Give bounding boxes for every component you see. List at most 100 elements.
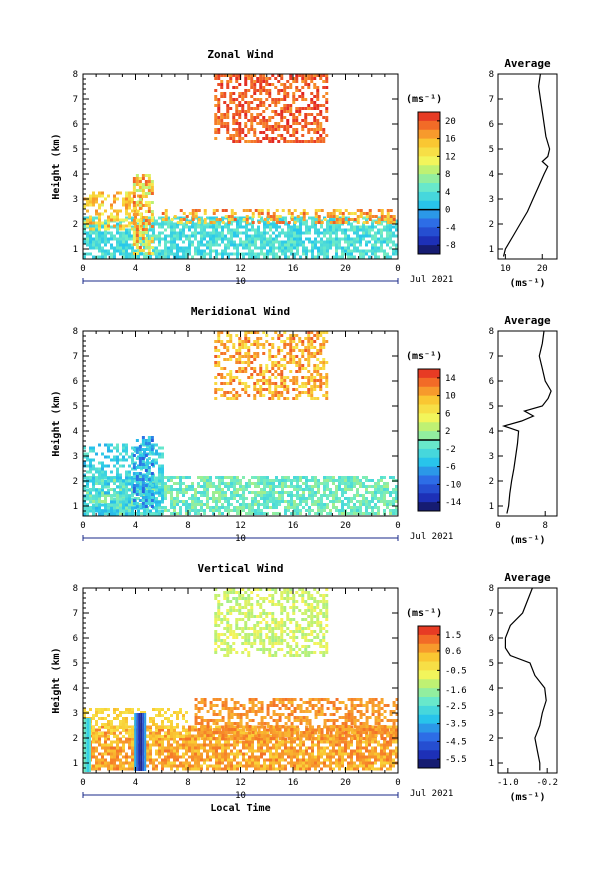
panel2-heatmap-cell — [151, 472, 154, 475]
panel1-heatmap-cell — [239, 223, 242, 226]
panel1-heatmap-cell — [136, 234, 139, 237]
panel2-heatmap-cell — [332, 500, 335, 503]
panel1-heatmap-cell — [125, 256, 128, 259]
panel1-heatmap-cell — [136, 177, 139, 180]
panel1-heatmap-cell — [142, 231, 145, 234]
panel1-heatmap-cell — [149, 256, 152, 259]
panel2-heatmap-cell — [122, 492, 125, 495]
panel2-heatmap-cell — [218, 485, 221, 488]
panel1-heatmap-cell — [283, 140, 286, 143]
panel2-heatmap-cell — [371, 485, 374, 488]
panel3-heatmap-cell — [251, 762, 254, 765]
panel2-heatmap-cell — [182, 494, 185, 497]
panel1-heatmap-cell — [110, 204, 113, 207]
panel3-heatmap-cell — [146, 765, 149, 768]
panel2-heatmap-cell — [110, 510, 113, 513]
panel2-colorbar-segment — [418, 396, 440, 405]
panel2-heatmap-cell — [206, 503, 209, 506]
panel1-heatmap-cell — [139, 177, 142, 180]
panel1-heatmap-cell — [368, 241, 371, 244]
panel1-heatmap-cell — [245, 241, 248, 244]
panel1-heatmap-cell — [257, 229, 260, 232]
panel3-heatmap-cell — [164, 765, 167, 768]
panel2-heatmap-cell — [148, 490, 151, 493]
panel1-heatmap-cell — [217, 83, 220, 86]
panel1-heatmap-cell — [133, 189, 136, 192]
panel3-heatmap-cell — [116, 753, 119, 756]
panel1-heatmap-cell — [266, 238, 269, 241]
panel3-heatmap-cell — [203, 762, 206, 765]
panel2-heatmap-cell — [247, 358, 250, 361]
panel1-heatmap-cell — [209, 250, 212, 253]
panel1-heatmap-cell — [86, 225, 89, 228]
panel3-heatmap-cell — [104, 741, 107, 744]
panel2-heatmap-cell — [182, 503, 185, 506]
panel2-heatmap-cell — [139, 448, 142, 451]
panel2-heatmap-cell — [259, 388, 262, 391]
panel2-heatmap-cell — [161, 456, 164, 459]
panel2-heatmap-cell — [125, 444, 128, 447]
panel1-heatmap-cell — [194, 232, 197, 235]
panel1-heatmap-cell — [142, 186, 145, 189]
panel1-heatmap-cell — [238, 116, 241, 119]
panel3-heatmap-cell — [245, 762, 248, 765]
panel1-heatmap-cell — [128, 201, 131, 204]
panel2-heatmap-cell — [161, 468, 164, 471]
panel1-heatmap-cell — [128, 195, 131, 198]
panel1-heatmap-cell — [362, 232, 365, 235]
panel1-heatmap-cell — [122, 241, 125, 244]
panel2-heatmap-cell — [326, 479, 329, 482]
panel2-x-tick-label: 0 — [80, 521, 85, 531]
panel2-heatmap-cell — [253, 394, 256, 397]
panel3-heatmap-cell — [155, 759, 158, 762]
panel1-heatmap-cell — [336, 215, 339, 218]
panel2-heatmap-cell — [89, 480, 92, 483]
panel1-heatmap-cell — [292, 131, 295, 134]
panel1-heatmap-cell — [235, 107, 238, 110]
panel1-heatmap-cell — [283, 92, 286, 95]
panel1-heatmap-cell — [247, 107, 250, 110]
panel2-heatmap-cell — [298, 391, 301, 394]
panel2-heatmap-cell — [281, 500, 284, 503]
panel3-heatmap-cell — [158, 753, 161, 756]
panel2-heatmap-cell — [296, 512, 299, 515]
panel2-heatmap-cell — [86, 453, 89, 456]
panel2-heatmap-cell — [295, 346, 298, 349]
panel2-heatmap-cell — [142, 496, 145, 499]
panel2-heatmap-cell — [98, 477, 101, 480]
panel2-heatmap-cell — [244, 343, 247, 346]
panel2-heatmap-cell — [164, 497, 167, 500]
panel3-heatmap-cell — [179, 756, 182, 759]
panel1-heatmap-cell — [229, 107, 232, 110]
panel2-heatmap-cell — [173, 497, 176, 500]
panel1-heatmap-cell — [250, 77, 253, 80]
panel1-heatmap-cell — [133, 192, 136, 195]
panel1-heatmap-cell — [295, 107, 298, 110]
panel2-heatmap-cell — [232, 388, 235, 391]
panel3-heatmap-cell — [170, 756, 173, 759]
panel1-heatmap-cell — [271, 131, 274, 134]
panel1-heatmap-cell — [365, 232, 368, 235]
panel2-heatmap-cell — [200, 494, 203, 497]
panel1-heatmap-cell — [393, 218, 396, 221]
panel1-heatmap-cell — [244, 101, 247, 104]
panel2-heatmap-cell — [251, 509, 254, 512]
panel1-heatmap-cell — [353, 247, 356, 250]
panel1-heatmap-cell — [107, 241, 110, 244]
panel3-heatmap-cell — [248, 732, 251, 735]
panel1-heatmap-cell — [259, 80, 262, 83]
panel3-heatmap-cell — [236, 762, 239, 765]
panel2-heatmap-cell — [298, 340, 301, 343]
panel1-heatmap-cell — [188, 244, 191, 247]
panel2-heatmap-cell — [256, 379, 259, 382]
panel1-heatmap-cell — [185, 235, 188, 238]
panel1-heatmap-cell — [244, 140, 247, 143]
panel1-heatmap-cell — [145, 195, 148, 198]
panel1-heatmap-cell — [276, 215, 279, 218]
panel1-heatmap-cell — [218, 223, 221, 226]
panel2-heatmap-cell — [319, 385, 322, 388]
panel1-heatmap-cell — [227, 244, 230, 247]
panel2-heatmap-cell — [383, 497, 386, 500]
panel1-heatmap-cell — [277, 134, 280, 137]
panel1-heatmap-cell — [89, 244, 92, 247]
